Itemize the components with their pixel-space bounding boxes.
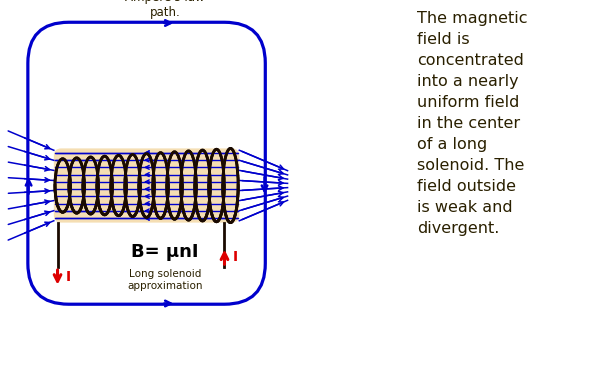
Ellipse shape bbox=[55, 159, 70, 212]
Text: Ampere's law
path.: Ampere's law path. bbox=[125, 0, 205, 19]
Ellipse shape bbox=[139, 154, 155, 217]
Ellipse shape bbox=[97, 156, 113, 215]
Ellipse shape bbox=[83, 157, 98, 214]
Text: I: I bbox=[66, 270, 71, 284]
Ellipse shape bbox=[167, 152, 182, 219]
Text: I: I bbox=[232, 250, 238, 264]
FancyBboxPatch shape bbox=[54, 148, 240, 223]
Text: B= μnI: B= μnI bbox=[131, 243, 199, 261]
Ellipse shape bbox=[111, 155, 126, 216]
Ellipse shape bbox=[69, 158, 84, 213]
Ellipse shape bbox=[209, 149, 224, 222]
Ellipse shape bbox=[195, 150, 210, 221]
Ellipse shape bbox=[181, 151, 196, 220]
Text: The magnetic
field is
concentrated
into a nearly
uniform field
in the center
of : The magnetic field is concentrated into … bbox=[417, 11, 527, 236]
Text: Long solenoid
approximation: Long solenoid approximation bbox=[128, 269, 203, 290]
Ellipse shape bbox=[153, 153, 168, 218]
Ellipse shape bbox=[223, 148, 238, 223]
Ellipse shape bbox=[125, 154, 140, 217]
